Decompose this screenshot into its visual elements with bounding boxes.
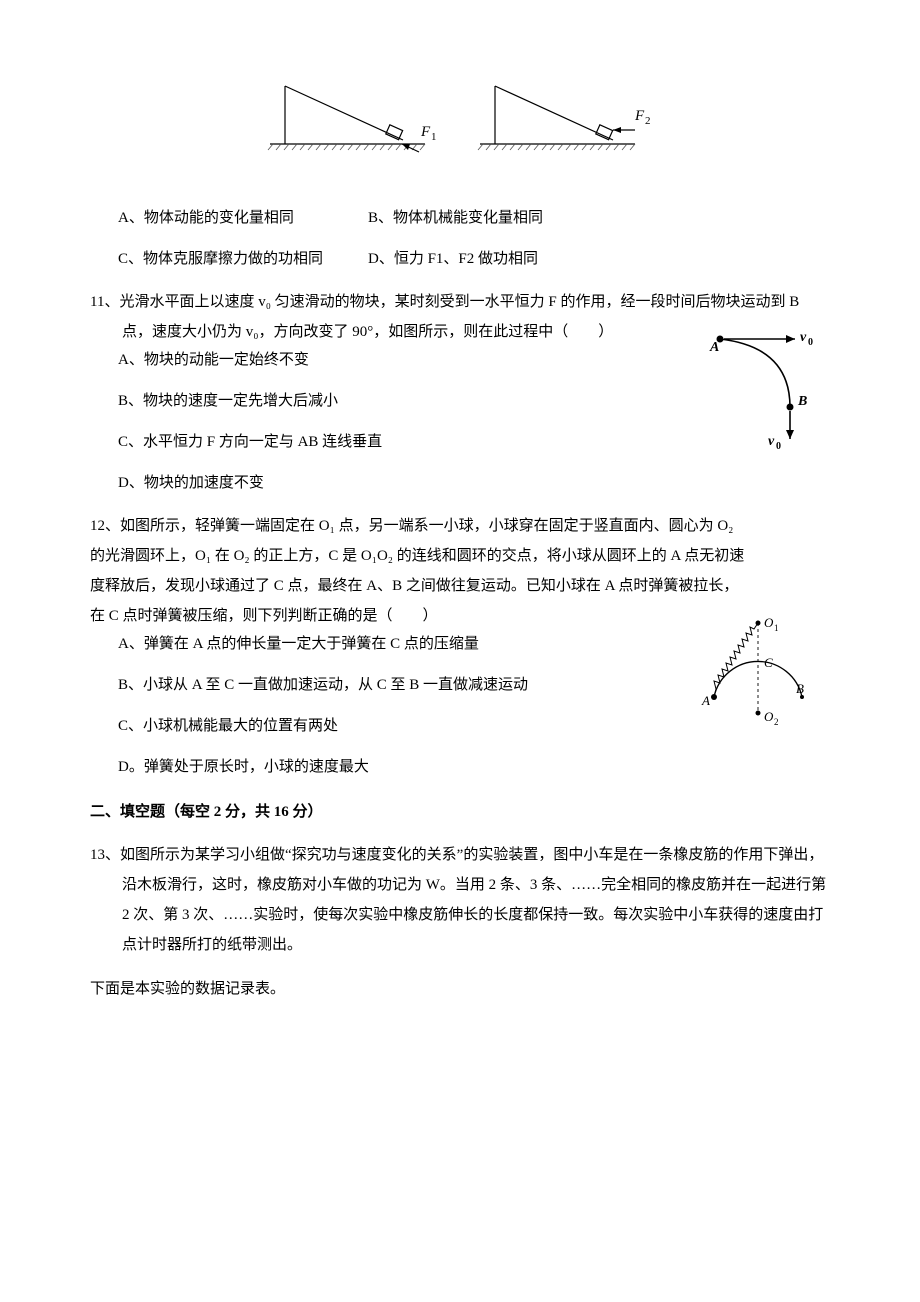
- q11-option-d: D、物块的加速度不变: [118, 470, 830, 497]
- incline-figure-2: F 2: [475, 80, 655, 155]
- question-11: 11、光滑水平面上以速度 v₀ 匀速滑动的物块，某时刻受到一水平恒力 F 的作用…: [90, 287, 830, 497]
- q10-option-a: A、物体动能的变化量相同: [118, 205, 368, 232]
- f2-sub: 2: [645, 115, 651, 127]
- svg-text:v: v: [768, 434, 775, 449]
- q12-stem-line1: 12、如图所示，轻弹簧一端固定在 O₁ 点，另一端系一小球，小球穿在固定于竖直面…: [90, 511, 830, 541]
- q11-figure: A v 0 B v 0: [700, 327, 830, 452]
- q10-options-row-2: C、物体克服摩擦力做的功相同 D、恒力 F1、F2 做功相同: [118, 246, 830, 273]
- q10-figure-row: F 1: [90, 80, 830, 155]
- section-2-heading: 二、填空题（每空 2 分，共 16 分）: [90, 799, 830, 826]
- f1-label: F: [420, 124, 431, 140]
- q13-stem: 13、如图所示为某学习小组做“探究功与速度变化的关系”的实验装置，图中小车是在一…: [122, 840, 830, 960]
- svg-text:B: B: [796, 681, 804, 696]
- q12-option-d: D。弹簧处于原长时，小球的速度最大: [118, 754, 830, 781]
- svg-text:B: B: [797, 394, 807, 409]
- question-12: 12、如图所示，轻弹簧一端固定在 O₁ 点，另一端系一小球，小球穿在固定于竖直面…: [90, 511, 830, 781]
- svg-text:1: 1: [774, 623, 779, 633]
- f1-sub: 1: [431, 131, 437, 143]
- incline-figure-1: F 1: [265, 80, 445, 155]
- svg-text:2: 2: [774, 717, 779, 727]
- svg-text:0: 0: [808, 337, 813, 348]
- f2-label: F: [634, 108, 645, 124]
- q12-stem-line3: 度释放后，发现小球通过了 C 点，最终在 A、B 之间做往复运动。已知小球在 A…: [90, 571, 830, 601]
- q12-figure: O 2 O 1 C A B: [680, 615, 810, 745]
- svg-text:0: 0: [776, 441, 781, 452]
- q13-trailing: 下面是本实验的数据记录表。: [90, 974, 830, 1004]
- svg-text:v: v: [800, 330, 807, 345]
- svg-text:C: C: [764, 655, 773, 670]
- q12-stem-line2: 的光滑圆环上，O₁ 在 O₂ 的正上方，C 是 O₁O₂ 的连线和圆环的交点，将…: [90, 541, 830, 571]
- svg-text:A: A: [709, 340, 719, 355]
- q10-option-b: B、物体机械能变化量相同: [368, 205, 543, 232]
- q10-option-d: D、恒力 F1、F2 做功相同: [368, 246, 538, 273]
- svg-text:A: A: [701, 693, 710, 708]
- q10-option-c: C、物体克服摩擦力做的功相同: [118, 246, 368, 273]
- svg-text:O: O: [764, 615, 774, 630]
- svg-text:O: O: [764, 709, 774, 724]
- question-13: 13、如图所示为某学习小组做“探究功与速度变化的关系”的实验装置，图中小车是在一…: [90, 840, 830, 1004]
- q10-options-row-1: A、物体动能的变化量相同 B、物体机械能变化量相同: [118, 205, 830, 232]
